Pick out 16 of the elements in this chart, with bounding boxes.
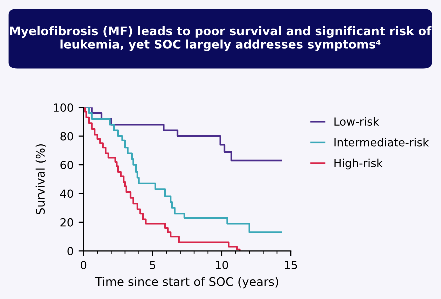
x-axis-title: Time since start of SOC (years) <box>95 277 278 289</box>
y-tick-label: 60 <box>60 161 74 170</box>
x-tick-label: 0 <box>80 261 87 270</box>
x-tick-label: 5 <box>150 261 156 270</box>
y-tick-label: 100 <box>54 104 74 112</box>
x-tick-label: 15 <box>285 261 298 270</box>
y-axis-title: Survival (%) <box>36 144 46 215</box>
y-tick-label: 40 <box>60 190 74 198</box>
legend-label: High-risk <box>334 158 384 170</box>
x-tick-label: 10 <box>216 261 228 270</box>
y-tick-label: 20 <box>60 218 74 227</box>
legend-label: Low-risk <box>334 117 380 126</box>
chart-title: Myelofibrosis (MF) leads to poor survival and significant risk of leukemia, yet SOC largely addresses symptoms⁴ <box>10 26 432 52</box>
legend-label: Intermediate-risk <box>334 138 430 147</box>
y-tick-label: 80 <box>60 132 74 141</box>
y-tick-label: 0 <box>68 247 74 256</box>
